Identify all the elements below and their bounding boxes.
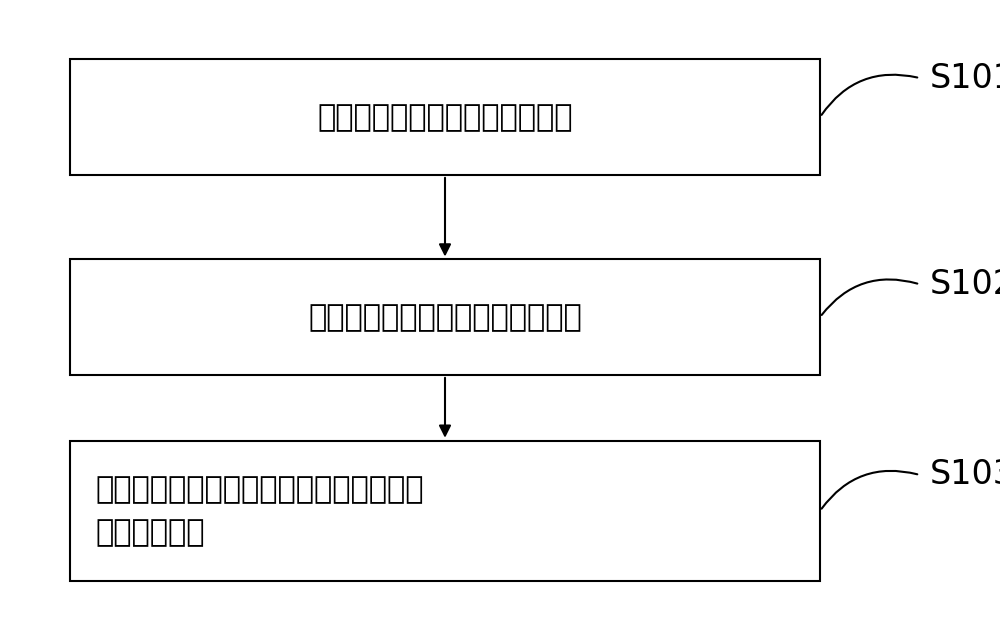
Text: 确定当前状态对应的预设调谐参数: 确定当前状态对应的预设调谐参数 bbox=[308, 302, 582, 332]
Bar bbox=[70, 441, 820, 581]
Text: 预设调谐参数: 预设调谐参数 bbox=[95, 518, 205, 547]
Text: S101: S101 bbox=[930, 62, 1000, 94]
Text: 获取可折叠移动终端的当前状态: 获取可折叠移动终端的当前状态 bbox=[317, 102, 573, 132]
Bar bbox=[70, 259, 820, 375]
Text: 将可折叠移动终端的天线调谐参数调整到: 将可折叠移动终端的天线调谐参数调整到 bbox=[95, 475, 424, 504]
Text: S102: S102 bbox=[930, 268, 1000, 301]
Text: S103: S103 bbox=[930, 459, 1000, 491]
Bar bbox=[70, 59, 820, 175]
